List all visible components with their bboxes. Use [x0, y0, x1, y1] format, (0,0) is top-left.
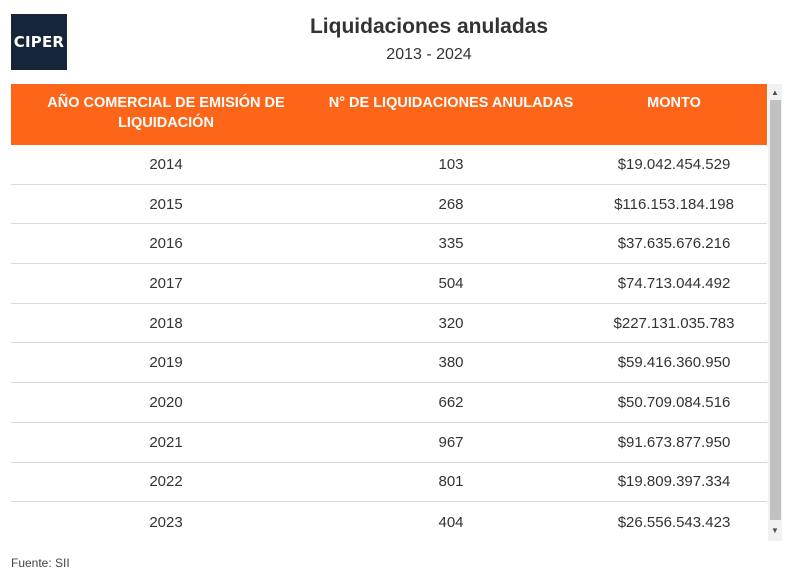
- cell-amount: $59.416.360.950: [617, 354, 731, 372]
- cell-amount: $227.131.035.783: [613, 314, 735, 332]
- table-header: AÑO COMERCIAL DE EMISIÓN DE LIQUIDACIÓN …: [11, 84, 767, 145]
- table-row: 2017 504 $74.713.044.492: [11, 264, 767, 304]
- table-body: 2014 103 $19.042.454.529 2015 268 $116.1…: [11, 145, 767, 541]
- table-row: 2019 380 $59.416.360.950: [11, 343, 767, 384]
- cell-amount: $50.709.084.516: [617, 393, 731, 411]
- cell-year: 2023: [149, 513, 183, 531]
- cell-year: 2014: [149, 155, 183, 173]
- table-row: 2014 103 $19.042.454.529: [11, 145, 767, 185]
- cell-amount: $37.635.676.216: [617, 235, 731, 253]
- ciper-logo: CIPER: [11, 14, 67, 70]
- cell-year: 2019: [149, 354, 183, 372]
- cell-amount: $19.809.397.334: [617, 473, 731, 491]
- cell-year: 2020: [149, 393, 183, 411]
- cell-count: 801: [438, 473, 464, 491]
- cell-year: 2017: [149, 274, 183, 292]
- chart-subtitle: 2013 - 2024: [386, 46, 472, 63]
- column-header-year: AÑO COMERCIAL DE EMISIÓN DE LIQUIDACIÓN: [47, 95, 285, 131]
- table-row: 2018 320 $227.131.035.783: [11, 304, 767, 344]
- table-row: 2022 801 $19.809.397.334: [11, 463, 767, 503]
- cell-count: 967: [438, 433, 464, 451]
- cell-year: 2015: [149, 195, 183, 213]
- cell-count: 103: [438, 155, 464, 173]
- cell-amount: $19.042.454.529: [617, 155, 731, 173]
- table-row: 2016 335 $37.635.676.216: [11, 224, 767, 265]
- cell-amount: $26.556.543.423: [617, 513, 731, 531]
- cell-year: 2021: [149, 433, 183, 451]
- data-table: AÑO COMERCIAL DE EMISIÓN DE LIQUIDACIÓN …: [11, 84, 767, 541]
- cell-count: 380: [438, 354, 464, 372]
- table-row: 2020 662 $50.709.084.516: [11, 383, 767, 423]
- cell-amount: $116.153.184.198: [614, 195, 734, 213]
- vertical-scrollbar[interactable]: ▲ ▼: [768, 84, 782, 541]
- cell-count: 320: [438, 314, 464, 332]
- cell-year: 2018: [149, 314, 183, 332]
- scroll-down-icon[interactable]: ▼: [771, 526, 779, 535]
- source-note: Fuente: SII: [11, 556, 70, 570]
- cell-amount: $91.673.877.950: [617, 433, 731, 451]
- table-row: 2023 404 $26.556.543.423: [11, 502, 767, 541]
- cell-count: 662: [438, 393, 464, 411]
- cell-count: 404: [438, 513, 464, 531]
- cell-year: 2016: [149, 235, 183, 253]
- cell-amount: $74.713.044.492: [617, 274, 731, 292]
- scroll-up-icon[interactable]: ▲: [771, 88, 779, 97]
- cell-count: 504: [438, 274, 464, 292]
- cell-year: 2022: [149, 473, 183, 491]
- column-header-count: N° DE LIQUIDACIONES ANULADAS: [328, 95, 574, 111]
- table-row: 2015 268 $116.153.184.198: [11, 185, 767, 225]
- scroll-thumb[interactable]: [770, 100, 781, 520]
- cell-count: 335: [438, 235, 464, 253]
- chart-title: Liquidaciones anuladas: [309, 15, 549, 38]
- table-row: 2021 967 $91.673.877.950: [11, 423, 767, 463]
- column-header-amount: MONTO: [647, 95, 701, 111]
- cell-count: 268: [438, 195, 464, 213]
